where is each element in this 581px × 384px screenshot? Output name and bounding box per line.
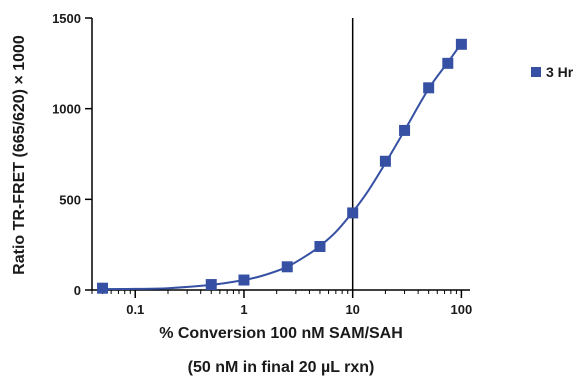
x-ticks: 0.1 1 10 100 — [91, 290, 473, 317]
data-point — [455, 38, 467, 50]
y-tick-label: 1500 — [52, 11, 81, 26]
x-tick-label: 1 — [240, 302, 247, 317]
y-ticks: 0 500 1000 1500 — [52, 11, 92, 298]
axes — [91, 18, 470, 291]
y-tick-label: 0 — [74, 283, 81, 298]
x-tick-label: 0.1 — [126, 302, 144, 317]
x-axis-label: % Conversion 100 nM SAM/SAH — [159, 325, 403, 342]
data-point — [442, 57, 454, 69]
data-point — [238, 274, 250, 286]
data-point — [423, 82, 435, 94]
legend: 3 Hr — [531, 64, 574, 80]
legend-swatch — [531, 67, 541, 77]
data-point — [379, 155, 391, 167]
legend-label: 3 Hr — [546, 64, 574, 80]
data-point — [97, 282, 109, 294]
data-point — [399, 124, 411, 136]
data-point — [347, 207, 359, 219]
data-point — [205, 279, 217, 291]
data-point — [314, 240, 326, 252]
x-axis-sublabel: (50 nM in final 20 µL rxn) — [188, 359, 375, 376]
x-tick-label: 10 — [345, 302, 359, 317]
y-tick-label: 1000 — [52, 102, 81, 117]
data-point — [281, 261, 293, 273]
y-tick-label: 500 — [59, 192, 81, 207]
fit-curve — [102, 42, 463, 291]
y-axis-label: Ratio TR-FRET (665/620) × 1000 — [11, 35, 28, 275]
x-tick-label: 100 — [451, 302, 473, 317]
data-markers — [97, 38, 467, 294]
